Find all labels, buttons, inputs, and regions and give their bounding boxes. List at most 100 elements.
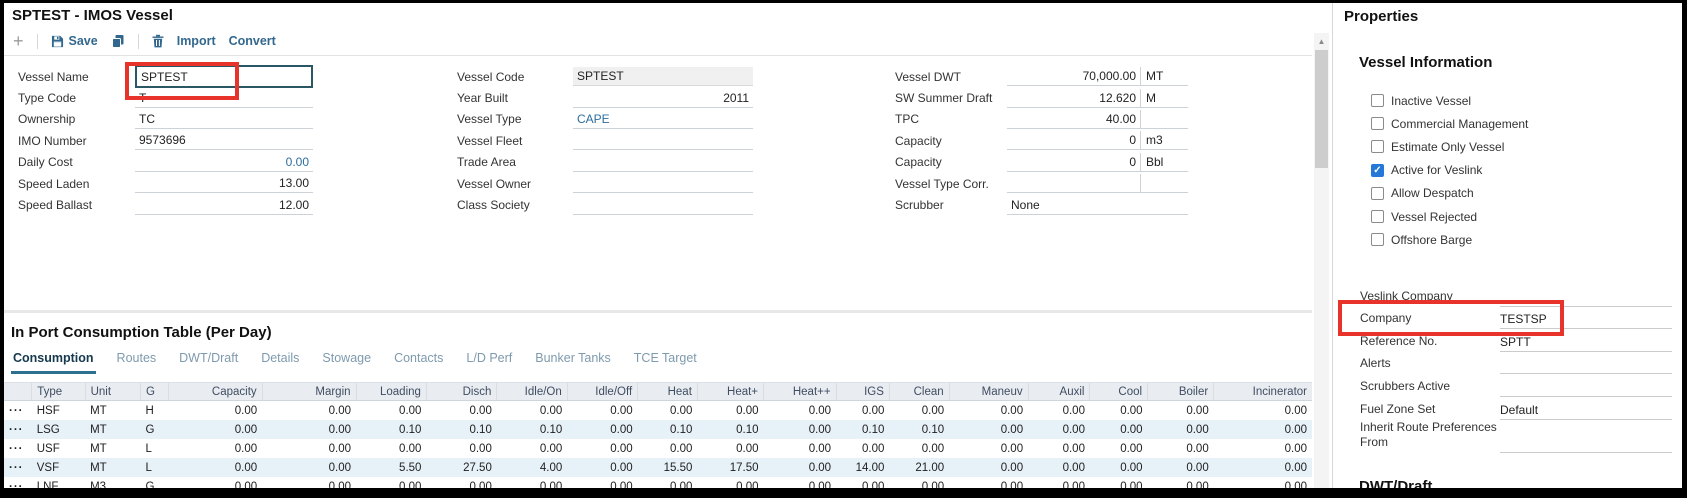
lnf-heat-cell[interactable]: 0.00 xyxy=(736,480,759,493)
usf-type-cell[interactable]: USF xyxy=(36,442,60,455)
lsg-type-cell[interactable]: LSG xyxy=(36,423,60,436)
tab-l-d-perf[interactable]: L/D Perf xyxy=(466,351,513,365)
checkbox-vessel-rejected[interactable]: Vessel Rejected xyxy=(1371,205,1528,228)
hsf-capacity-cell[interactable]: 0.00 xyxy=(234,404,258,417)
lnf-igs-cell[interactable]: 0.00 xyxy=(862,480,885,493)
inherit-route-preferences-from-field[interactable] xyxy=(1500,434,1672,453)
lnf-heat-cell[interactable]: 0.00 xyxy=(670,480,693,493)
lnf-idle-off-cell[interactable]: 0.00 xyxy=(610,480,633,493)
vsf-boiler-cell[interactable]: 0.00 xyxy=(1186,461,1209,474)
hsf-idle-off-cell[interactable]: 0.00 xyxy=(610,404,633,417)
alerts-field[interactable] xyxy=(1500,355,1672,375)
unchecked-checkbox-icon[interactable] xyxy=(1371,94,1384,108)
scrollbar-thumb[interactable] xyxy=(1315,50,1328,168)
hsf-loading-cell[interactable]: 0.00 xyxy=(399,404,422,417)
tab-details[interactable]: Details xyxy=(261,351,300,365)
lsg-boiler-cell[interactable]: 0.00 xyxy=(1186,423,1209,436)
unchecked-checkbox-icon[interactable] xyxy=(1371,233,1384,247)
lsg-incinerator-cell[interactable]: 0.00 xyxy=(1284,423,1307,436)
lnf-boiler-cell[interactable]: 0.00 xyxy=(1186,480,1209,493)
row-menu-icon[interactable]: ··· xyxy=(9,423,24,436)
lsg-cool-cell[interactable]: 0.00 xyxy=(1120,423,1143,436)
vsf-g-cell[interactable]: L xyxy=(145,461,152,474)
hsf-disch-cell[interactable]: 0.00 xyxy=(469,404,492,417)
hsf-cool-cell[interactable]: 0.00 xyxy=(1120,404,1143,417)
lsg-clean-cell[interactable]: 0.10 xyxy=(921,423,945,436)
unchecked-checkbox-icon[interactable] xyxy=(1371,140,1384,154)
capacity-bbl-field[interactable]: 0 xyxy=(1007,153,1140,172)
vessel-code-field[interactable]: SPTEST xyxy=(573,67,753,87)
tpc-field[interactable]: 40.00 xyxy=(1007,110,1140,129)
lnf-maneuv-cell[interactable]: 0.00 xyxy=(1000,480,1024,493)
lsg-margin-cell[interactable]: 0.00 xyxy=(328,423,352,436)
copy-button[interactable] xyxy=(111,34,125,48)
lnf-idle-on-cell[interactable]: 0.00 xyxy=(539,480,563,493)
lsg-disch-cell[interactable]: 0.10 xyxy=(469,423,492,436)
lnf-auxil-cell[interactable]: 0.00 xyxy=(1062,480,1085,493)
tab-bunker-tanks[interactable]: Bunker Tanks xyxy=(535,351,611,365)
convert-button[interactable]: Convert xyxy=(228,34,276,48)
checkbox-offshore-barge[interactable]: Offshore Barge xyxy=(1371,228,1528,251)
tab-contacts[interactable]: Contacts xyxy=(394,351,444,365)
lnf-type-cell[interactable]: LNF xyxy=(36,480,59,493)
checkbox-active-for-veslink[interactable]: ✓ Active for Veslink xyxy=(1371,159,1528,182)
hsf-incinerator-cell[interactable]: 0.00 xyxy=(1284,404,1307,417)
scrubbers-active-field[interactable] xyxy=(1500,378,1672,397)
hsf-type-cell[interactable]: HSF xyxy=(36,404,60,417)
hsf-auxil-cell[interactable]: 0.00 xyxy=(1062,404,1085,417)
vsf-maneuv-cell[interactable]: 0.00 xyxy=(1000,461,1024,474)
trade-area-field[interactable] xyxy=(573,153,753,172)
checked-checkbox-icon[interactable]: ✓ xyxy=(1371,163,1384,177)
hsf-heat-cell[interactable]: 0.00 xyxy=(736,404,759,417)
tab-consumption[interactable]: Consumption xyxy=(11,351,96,374)
vsf-unit-cell[interactable]: MT xyxy=(90,461,107,474)
ownership-field[interactable]: TC xyxy=(135,110,313,129)
scroll-up-icon[interactable]: ▲ xyxy=(1317,36,1326,46)
lnf-g-cell[interactable]: G xyxy=(145,480,155,493)
usf-cool-cell[interactable]: 0.00 xyxy=(1120,442,1143,455)
lsg-loading-cell[interactable]: 0.10 xyxy=(399,423,422,436)
tab-routes[interactable]: Routes xyxy=(116,351,157,365)
lsg-auxil-cell[interactable]: 0.00 xyxy=(1062,423,1085,436)
usf-auxil-cell[interactable]: 0.00 xyxy=(1062,442,1085,455)
scrubber-field[interactable]: None xyxy=(1007,196,1140,215)
veslink-company-field[interactable] xyxy=(1500,288,1672,307)
checkbox-allow-despatch[interactable]: Allow Despatch xyxy=(1371,182,1528,205)
vsf-auxil-cell[interactable]: 0.00 xyxy=(1062,461,1085,474)
lnf-unit-cell[interactable]: M3 xyxy=(90,480,107,493)
lnf-incinerator-cell[interactable]: 0.00 xyxy=(1284,480,1307,493)
imo-number-field[interactable]: 9573696 xyxy=(135,131,313,151)
usf-g-cell[interactable]: L xyxy=(145,442,152,455)
import-button[interactable]: Import xyxy=(176,34,216,48)
hsf-unit-cell[interactable]: MT xyxy=(90,404,107,417)
lsg-idle-off-cell[interactable]: 0.00 xyxy=(610,423,633,436)
class-society-field[interactable] xyxy=(573,196,753,215)
usf-capacity-cell[interactable]: 0.00 xyxy=(234,442,258,455)
hsf-igs-cell[interactable]: 0.00 xyxy=(862,404,885,417)
checkbox-inactive-vessel[interactable]: Inactive Vessel xyxy=(1371,89,1528,112)
usf-unit-cell[interactable]: MT xyxy=(90,442,107,455)
vessel-dwt-mt-field[interactable]: 70,000.00 xyxy=(1007,67,1140,87)
usf-incinerator-cell[interactable]: 0.00 xyxy=(1284,442,1307,455)
hsf-margin-cell[interactable]: 0.00 xyxy=(328,404,352,417)
add-button[interactable]: + xyxy=(13,31,24,51)
lnf-clean-cell[interactable]: 0.00 xyxy=(921,480,945,493)
year-built-field[interactable]: 2011 xyxy=(573,89,753,108)
speed-ballast-field[interactable]: 12.00 xyxy=(135,196,313,215)
vessel-fleet-field[interactable] xyxy=(573,131,753,151)
usf-margin-cell[interactable]: 0.00 xyxy=(328,442,352,455)
lsg-igs-cell[interactable]: 0.10 xyxy=(862,423,885,436)
vsf-clean-cell[interactable]: 21.00 xyxy=(915,461,945,474)
sw-summer-draft-m-field[interactable]: 12.620 xyxy=(1007,89,1140,108)
speed-laden-field[interactable]: 13.00 xyxy=(135,174,313,194)
usf-disch-cell[interactable]: 0.00 xyxy=(469,442,492,455)
usf-boiler-cell[interactable]: 0.00 xyxy=(1186,442,1209,455)
lnf-capacity-cell[interactable]: 0.00 xyxy=(234,480,258,493)
vsf-heat-cell[interactable]: 17.50 xyxy=(729,461,759,474)
usf-heat-cell[interactable]: 0.00 xyxy=(808,442,832,455)
lsg-heat-cell[interactable]: 0.00 xyxy=(808,423,832,436)
hsf-clean-cell[interactable]: 0.00 xyxy=(921,404,945,417)
tab-dwt-draft[interactable]: DWT/Draft xyxy=(179,351,239,365)
hsf-heat-cell[interactable]: 0.00 xyxy=(808,404,832,417)
vessel-name-field[interactable]: SPTEST xyxy=(135,65,313,89)
